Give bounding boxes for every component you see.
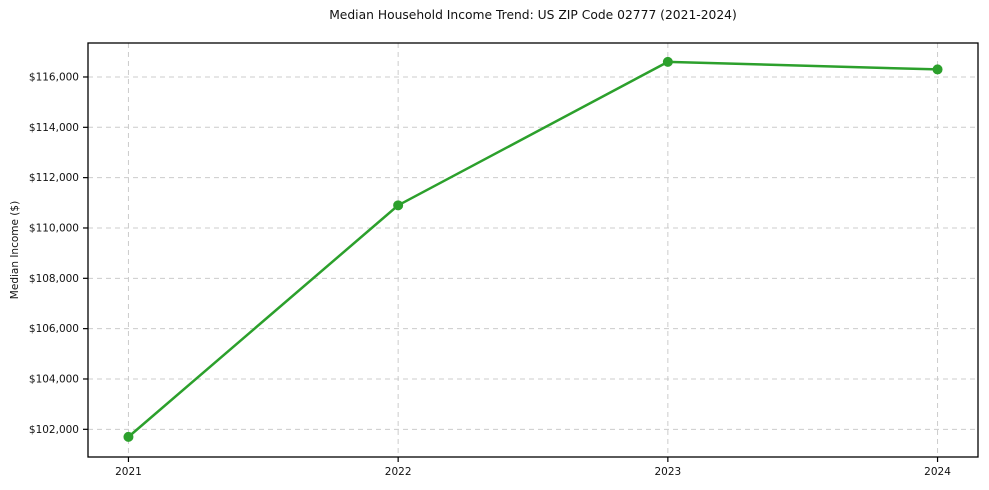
plot-border — [87, 42, 979, 458]
x-tick-label: 2021 — [115, 466, 142, 478]
x-tick-label: 2022 — [385, 466, 412, 478]
data-point-marker — [662, 56, 673, 67]
x-tick-label: 2024 — [924, 466, 951, 478]
x-tick-label: 2023 — [654, 466, 681, 478]
income-trend-line — [127, 60, 939, 439]
y-tick-label: $116,000 — [29, 71, 79, 83]
data-point-marker — [123, 431, 134, 442]
y-tick-label: $102,000 — [29, 424, 79, 436]
data-point-marker — [393, 200, 404, 211]
y-tick-label: $106,000 — [29, 323, 79, 335]
y-tick-label: $110,000 — [29, 222, 79, 234]
data-point-marker — [932, 64, 943, 75]
y-tick-label: $108,000 — [29, 273, 79, 285]
chart-title: Median Household Income Trend: US ZIP Co… — [329, 8, 737, 22]
y-tick-label: $114,000 — [29, 122, 79, 134]
y-tick-label: $112,000 — [29, 172, 79, 184]
y-tick-label: $104,000 — [29, 373, 79, 385]
